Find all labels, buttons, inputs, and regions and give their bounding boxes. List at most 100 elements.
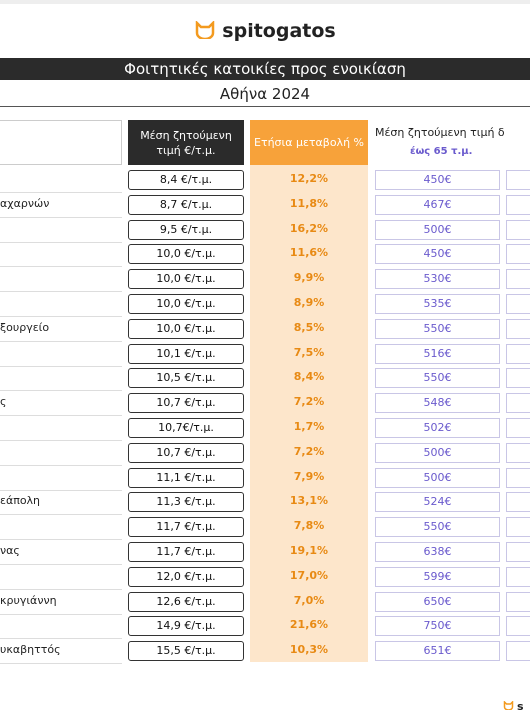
row-line: [0, 440, 122, 441]
price-cell: 9,5 €/τ.μ.: [128, 219, 244, 240]
next-column-cell: [506, 219, 530, 240]
change-cell: 8,5%: [293, 320, 325, 334]
rent-cell: 548€: [375, 393, 500, 414]
rent-cell: 500€: [375, 442, 500, 463]
row-line: [0, 365, 122, 367]
rent-cell: 502€: [375, 418, 500, 438]
row-name: αχαρνών: [0, 196, 50, 210]
name-header: [0, 120, 122, 165]
footer-logo: s: [503, 700, 524, 713]
next-column-cell: [506, 492, 530, 513]
rent-cell: 467€: [375, 194, 500, 215]
rent-cell: 500€: [375, 467, 500, 488]
change-cell: 21,6%: [289, 618, 329, 632]
next-column-cell: [506, 517, 530, 538]
rent-cell: 500€: [375, 219, 500, 240]
next-column-cell: [506, 442, 530, 463]
rent-cell: 450€: [375, 244, 500, 265]
next-column-cell: [506, 269, 530, 290]
price-cell: 8,7 €/τ.μ.: [128, 194, 244, 215]
change-cell: 11,6%: [289, 246, 329, 260]
next-column-cell: [506, 542, 530, 562]
next-column-cell: [506, 318, 530, 339]
next-column-cell: [506, 467, 530, 488]
rent-cell: 750€: [375, 616, 500, 637]
price-cell: 10,1 €/τ.μ.: [128, 343, 244, 364]
row-line: [0, 316, 122, 317]
price-cell: 10,0 €/τ.μ.: [128, 294, 244, 314]
row-line: [0, 613, 122, 615]
row-name: νας: [0, 544, 20, 557]
rent-cell: 535€: [375, 294, 500, 314]
change-cell: 19,1%: [289, 544, 329, 557]
row-line: [0, 564, 122, 565]
price-header: Μέση ζητούμενη τιμή €/τ.μ.: [128, 120, 244, 165]
change-cell: 9,9%: [293, 271, 325, 285]
change-cell: 13,1%: [289, 494, 329, 508]
price-cell: 10,7€/τ.μ.: [128, 418, 244, 438]
change-cell: 8,4%: [293, 370, 325, 384]
row-line: [0, 663, 122, 665]
next-column-cell: [506, 194, 530, 215]
rent-cell: 650€: [375, 591, 500, 612]
change-cell: 7,2%: [293, 395, 325, 409]
next-column-cell: [506, 368, 530, 389]
change-cell: 16,2%: [289, 221, 329, 235]
row-line: [0, 291, 122, 293]
change-cell: 7,5%: [293, 345, 325, 359]
rent-cell: 550€: [375, 517, 500, 538]
row-line: [0, 464, 122, 466]
row-line: [0, 266, 122, 268]
next-column-cell: [506, 418, 530, 438]
change-cell: 1,7%: [293, 420, 325, 433]
next-column-cell: [506, 170, 530, 190]
next-column-cell: [506, 616, 530, 637]
price-cell: 12,6 €/τ.μ.: [128, 591, 244, 612]
row-line: [0, 638, 122, 640]
rent-cell: 516€: [375, 343, 500, 364]
rule: [0, 106, 530, 107]
price-cell: 10,0 €/τ.μ.: [128, 269, 244, 290]
price-cell: 15,5 €/τ.μ.: [128, 641, 244, 662]
price-cell: 12,0 €/τ.μ.: [128, 566, 244, 587]
change-cell: 8,9%: [293, 296, 325, 309]
row-name: ξουργείο: [0, 320, 50, 334]
price-cell: 10,7 €/τ.μ.: [128, 393, 244, 414]
subtitle: Αθήνα 2024: [219, 85, 311, 103]
row-name: εάπολη: [0, 494, 41, 508]
row-line: [0, 588, 122, 590]
logo-icon: [196, 19, 215, 41]
logo-text: spitogatos: [222, 20, 336, 42]
rent-cell: 638€: [375, 542, 500, 562]
rent-cell: 599€: [375, 566, 500, 587]
price-cell: 11,7 €/τ.μ.: [128, 542, 244, 562]
change-cell: 7,8%: [293, 519, 325, 533]
change-cell: 7,0%: [293, 593, 325, 607]
price-cell: 11,7 €/τ.μ.: [128, 517, 244, 538]
row-name: κρυγιάννη: [0, 593, 57, 607]
change-cell: 7,9%: [293, 469, 325, 483]
rent-cell: 450€: [375, 170, 500, 190]
rent-subheader: έως 65 τ.μ.: [410, 146, 473, 157]
change-cell: 10,3%: [289, 643, 329, 657]
change-cell: 11,8%: [289, 196, 329, 210]
price-cell: 14,9 €/τ.μ.: [128, 616, 244, 637]
change-cell: 12,2%: [289, 172, 329, 185]
next-column-cell: [506, 641, 530, 662]
row-line: [0, 216, 122, 218]
price-cell: 10,5 €/τ.μ.: [128, 368, 244, 389]
row-line: [0, 539, 122, 541]
change-cell: 17,0%: [289, 568, 329, 582]
footer-icon: [503, 700, 514, 711]
row-line: [0, 489, 122, 491]
rent-cell: 530€: [375, 269, 500, 290]
footer-text: s: [517, 700, 524, 713]
price-cell: 10,7 €/τ.μ.: [128, 442, 244, 463]
price-cell: 10,0 €/τ.μ.: [128, 318, 244, 339]
row-name: ς: [0, 395, 7, 409]
row-line: [0, 340, 122, 342]
rent-header: Μέση ζητούμενη τιμή δ: [375, 126, 505, 139]
price-cell: 10,0 €/τ.μ.: [128, 244, 244, 265]
change-header: Ετήσια μεταβολή %: [250, 120, 368, 165]
